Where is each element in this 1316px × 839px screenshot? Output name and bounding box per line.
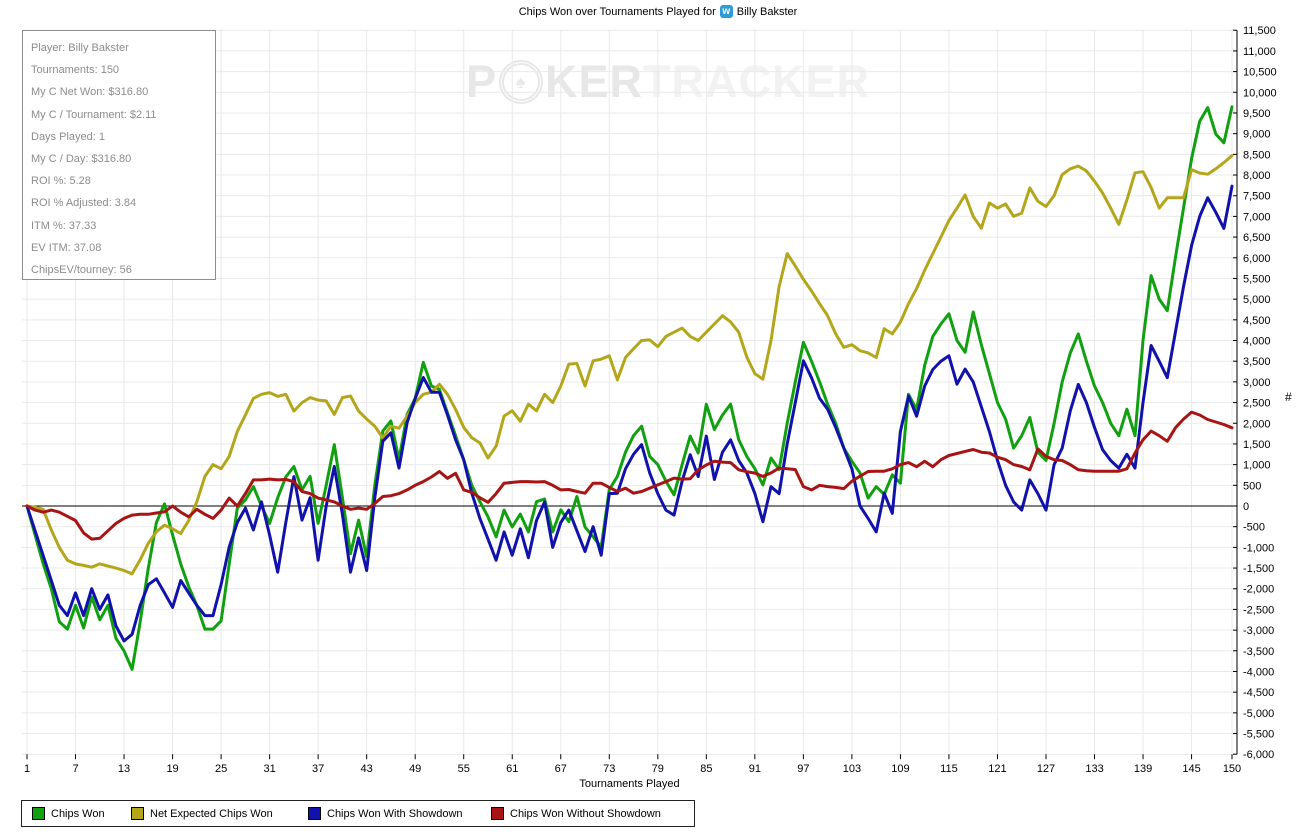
stat-roi-adjusted: ROI % Adjusted: 3.84 (31, 197, 137, 210)
svg-text:145: 145 (1182, 763, 1200, 775)
svg-text:3,500: 3,500 (1243, 356, 1271, 368)
svg-text:2,500: 2,500 (1243, 398, 1271, 410)
legend-item-without-showdown[interactable]: Chips Won Without Showdown (491, 801, 661, 826)
svg-text:10,500: 10,500 (1243, 67, 1277, 79)
svg-text:8,500: 8,500 (1243, 149, 1271, 161)
legend-label: Chips Won Without Showdown (510, 807, 661, 820)
watermark-tracker: TRACKER (643, 56, 871, 107)
chart-title: Chips Won over Tournaments Played for w … (0, 5, 1316, 18)
svg-text:79: 79 (652, 763, 664, 775)
svg-text:4,500: 4,500 (1243, 315, 1271, 327)
svg-text:2,000: 2,000 (1243, 418, 1271, 430)
stat-ev-itm: EV ITM: 37.08 (31, 241, 102, 254)
svg-text:-1,500: -1,500 (1243, 563, 1274, 575)
svg-text:500: 500 (1243, 480, 1261, 492)
svg-text:6,000: 6,000 (1243, 253, 1271, 265)
svg-text:133: 133 (1085, 763, 1103, 775)
svg-text:9,000: 9,000 (1243, 129, 1271, 141)
svg-text:73: 73 (603, 763, 615, 775)
svg-text:6,500: 6,500 (1243, 232, 1271, 244)
legend-item-net-expected[interactable]: Net Expected Chips Won (131, 801, 273, 826)
winamax-site-icon: w (719, 5, 733, 18)
x-axis-title: Tournaments Played (579, 778, 680, 790)
svg-text:1,000: 1,000 (1243, 460, 1271, 472)
legend-item-chips-won[interactable]: Chips Won (32, 801, 105, 826)
stat-chips-ev: ChipsEV/tourney: 56 (31, 263, 132, 276)
svg-text:4,000: 4,000 (1243, 336, 1271, 348)
svg-text:97: 97 (797, 763, 809, 775)
svg-text:121: 121 (988, 763, 1006, 775)
svg-text:49: 49 (409, 763, 421, 775)
svg-text:-3,000: -3,000 (1243, 625, 1274, 637)
svg-text:25: 25 (215, 763, 227, 775)
svg-text:1: 1 (24, 763, 30, 775)
legend-swatch-0 (32, 807, 45, 820)
svg-text:7,500: 7,500 (1243, 191, 1271, 203)
y-axis-title: # (1285, 390, 1292, 404)
svg-text:61: 61 (506, 763, 518, 775)
svg-text:7: 7 (72, 763, 78, 775)
legend-label: Chips Won With Showdown (327, 807, 463, 820)
svg-text:-2,500: -2,500 (1243, 604, 1274, 616)
svg-text:31: 31 (263, 763, 275, 775)
svg-text:103: 103 (843, 763, 861, 775)
svg-text:11,500: 11,500 (1243, 25, 1276, 37)
svg-text:37: 37 (312, 763, 324, 775)
svg-text:91: 91 (749, 763, 761, 775)
legend-swatch-1 (131, 807, 144, 820)
svg-text:127: 127 (1037, 763, 1055, 775)
svg-text:85: 85 (700, 763, 712, 775)
chart-legend: Chips Won Net Expected Chips Won Chips W… (21, 800, 695, 827)
watermark-p: P (466, 56, 498, 107)
legend-swatch-3 (491, 807, 504, 820)
chart-title-text: Chips Won over Tournaments Played for (518, 5, 716, 18)
stat-days-played: Days Played: 1 (31, 130, 105, 143)
stat-player: Player: Billy Bakster (31, 42, 129, 54)
svg-text:5,000: 5,000 (1243, 294, 1271, 306)
svg-text:115: 115 (940, 763, 958, 775)
svg-text:19: 19 (166, 763, 178, 775)
svg-text:5,500: 5,500 (1243, 273, 1271, 285)
svg-text:-4,000: -4,000 (1243, 666, 1274, 678)
legend-label: Net Expected Chips Won (150, 807, 273, 820)
stat-roi: ROI %: 5.28 (31, 175, 91, 188)
svg-text:139: 139 (1134, 763, 1152, 775)
player-stats-panel: Player: Billy Bakster Tournaments: 150 M… (22, 30, 216, 280)
stat-tournaments: Tournaments: 150 (31, 64, 120, 77)
svg-text:-1,000: -1,000 (1243, 542, 1274, 554)
svg-text:150: 150 (1223, 763, 1241, 775)
svg-text:1,500: 1,500 (1243, 439, 1271, 451)
svg-text:11,000: 11,000 (1243, 46, 1276, 58)
stat-net-won: My C Net Won: $316.80 (31, 86, 149, 99)
svg-text:7,000: 7,000 (1243, 211, 1271, 223)
svg-text:-3,500: -3,500 (1243, 646, 1274, 658)
svg-text:8,000: 8,000 (1243, 170, 1271, 182)
legend-label: Chips Won (51, 807, 105, 820)
svg-text:-4,500: -4,500 (1243, 687, 1274, 699)
svg-text:9,500: 9,500 (1243, 108, 1271, 120)
svg-text:3,000: 3,000 (1243, 377, 1271, 389)
svg-text:-6,000: -6,000 (1243, 749, 1274, 761)
svg-text:-5,000: -5,000 (1243, 708, 1274, 720)
svg-text:43: 43 (361, 763, 373, 775)
legend-swatch-2 (308, 807, 321, 820)
svg-text:10,000: 10,000 (1243, 87, 1277, 99)
stat-per-day: My C / Day: $316.80 (31, 152, 132, 165)
chart-title-player: Billy Bakster (736, 5, 798, 18)
svg-text:0: 0 (1243, 501, 1249, 513)
stat-itm: ITM %: 37.33 (31, 219, 97, 232)
svg-text:-500: -500 (1243, 522, 1265, 534)
stat-per-tournament: My C / Tournament: $2.11 (31, 108, 157, 121)
legend-item-with-showdown[interactable]: Chips Won With Showdown (308, 801, 463, 826)
svg-text:-2,000: -2,000 (1243, 584, 1274, 596)
svg-text:-5,500: -5,500 (1243, 729, 1274, 741)
svg-text:109: 109 (891, 763, 909, 775)
svg-text:13: 13 (118, 763, 130, 775)
poker-chip-icon: ♠ (499, 60, 544, 104)
svg-text:67: 67 (555, 763, 567, 775)
svg-text:55: 55 (458, 763, 470, 775)
